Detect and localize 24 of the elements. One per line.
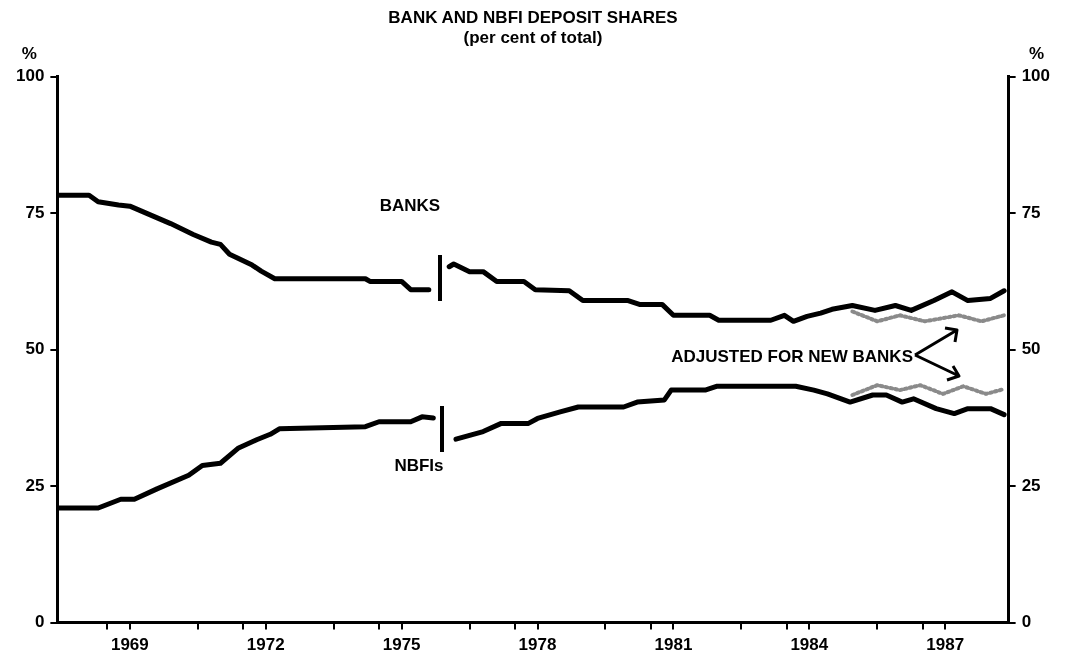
x-tick-label: 1984 (790, 635, 829, 655)
x-tick-label: 1978 (518, 635, 557, 655)
y2-tick-label: 50 (1021, 339, 1041, 359)
y2-tick-label: 100 (1021, 66, 1051, 86)
annotation: ADJUSTED FOR NEW BANKS (671, 346, 913, 366)
y-tick-label: 0 (34, 612, 45, 632)
y-tick-label: 100 (15, 66, 45, 86)
y-tick-label: 75 (25, 202, 45, 222)
x-tick-label: 1972 (246, 635, 285, 655)
x-tick-label: 1981 (654, 635, 693, 655)
y2-tick-label: 25 (1021, 475, 1041, 495)
y-tick-label: 25 (25, 475, 45, 495)
series-label: NBFIs (394, 456, 444, 476)
text: BANKS (379, 196, 441, 216)
x-tick-label: 1975 (382, 635, 421, 655)
y-axis-title: % (21, 43, 37, 63)
y2-tick-label: 75 (1021, 202, 1041, 222)
x-tick-label: 1987 (926, 635, 965, 655)
y2-axis-title: % (1029, 43, 1045, 63)
chart-subtitle: (per cent of total) (463, 28, 603, 48)
y-tick-label: 50 (25, 339, 45, 359)
x-tick-label: 1969 (110, 635, 149, 655)
chart-title: BANK AND NBFI DEPOSIT SHARES (388, 7, 678, 27)
y2-tick-label: 0 (1021, 612, 1032, 632)
